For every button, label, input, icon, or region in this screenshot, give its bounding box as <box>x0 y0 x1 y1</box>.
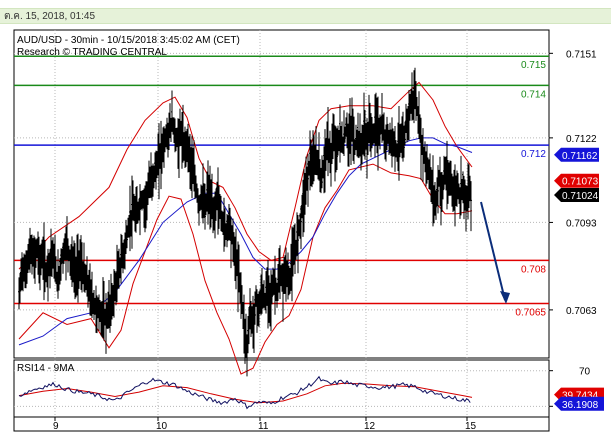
rsi-y-tick-label-0: 70 <box>579 367 591 378</box>
level-label-3: 0.708 <box>521 264 546 275</box>
level-label-2: 0.712 <box>521 149 546 160</box>
rsi-tag-label-0: 39.7434 <box>562 391 599 402</box>
moving-average <box>18 137 473 346</box>
x-tick-label-1: 10 <box>156 421 168 432</box>
price-tag-0 <box>554 147 599 162</box>
price-series <box>18 67 510 377</box>
rsi-series <box>18 375 473 410</box>
price-tag-label-1: 0.71073 <box>562 177 599 188</box>
x-tick-label-0: 9 <box>53 421 59 432</box>
forecast-arrow-head <box>500 291 510 305</box>
price-tag-2 <box>554 188 599 203</box>
rsi-tag-label-1: 36.1908 <box>562 400 599 411</box>
chart-title: AUD/USD - 30min - 10/15/2018 3:45:02 AM … <box>17 35 240 46</box>
chart-subtitle: Research © TRADING CENTRAL <box>17 47 167 58</box>
date-strip <box>0 8 611 24</box>
rsi-panel <box>13 359 550 418</box>
y-tick-label-1: 0.7122 <box>566 134 597 145</box>
y-tick-label-2: 0.7093 <box>566 218 597 229</box>
date-label: ต.ค. 15, 2018, 01:45 <box>4 11 96 22</box>
rsi-line <box>18 375 471 410</box>
y-tick-label-0: 0.7151 <box>566 49 597 60</box>
x-tick-label-3: 12 <box>364 421 376 432</box>
x-axis-strip <box>13 416 550 432</box>
x-tick-label-2: 11 <box>258 421 269 432</box>
rsi-tag-1 <box>554 396 604 411</box>
y-tick-label-3: 0.7063 <box>566 306 597 317</box>
rsi-label: RSI14 - 9MA <box>17 363 75 374</box>
level-label-4: 0.7065 <box>515 307 546 318</box>
levels: 0.715 0.714 0.712 0.708 0.7065 <box>14 55 549 318</box>
price-tag-label-0: 0.71162 <box>562 151 598 162</box>
level-label-1: 0.714 <box>521 89 546 100</box>
price-tag-label-2: 0.71024 <box>562 191 599 202</box>
grid-rsi <box>14 360 549 417</box>
forecast-arrow-shaft <box>480 201 506 301</box>
level-label-0: 0.715 <box>521 60 546 71</box>
price-tag-1 <box>554 173 599 188</box>
rsi-ma-line <box>18 382 473 404</box>
x-tick-label-4: 15 <box>465 421 477 432</box>
lower-band <box>18 163 473 375</box>
